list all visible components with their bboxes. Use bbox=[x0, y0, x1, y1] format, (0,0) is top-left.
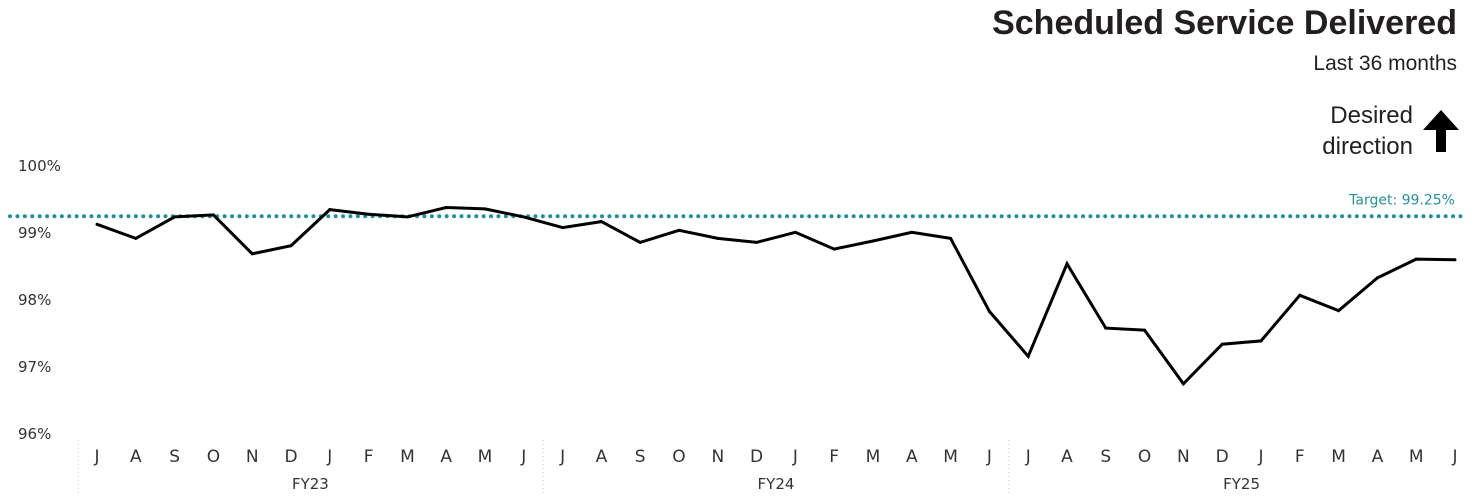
x-tick-label: D bbox=[1216, 447, 1229, 467]
y-axis-ticks: 100% 99% 98% 97% 96% bbox=[18, 157, 61, 443]
x-tick-label: D bbox=[284, 447, 297, 467]
x-tick-label: S bbox=[635, 447, 646, 467]
data-point bbox=[871, 239, 875, 243]
x-tick-label: A bbox=[130, 447, 142, 467]
data-point bbox=[599, 220, 603, 224]
x-tick-label: A bbox=[596, 447, 608, 467]
x-tick-label: O bbox=[672, 447, 685, 467]
x-tick-label: J bbox=[559, 447, 565, 467]
data-point bbox=[1065, 262, 1069, 266]
fiscal-year-label: FY25 bbox=[1223, 475, 1260, 493]
data-point bbox=[832, 247, 836, 251]
data-point bbox=[211, 213, 215, 217]
data-point bbox=[638, 240, 642, 244]
x-tick-label: J bbox=[986, 447, 992, 467]
data-point bbox=[561, 226, 565, 230]
x-tick-label: O bbox=[207, 447, 220, 467]
fiscal-year-label: FY23 bbox=[292, 475, 329, 493]
x-tick-label: S bbox=[1100, 447, 1111, 467]
data-point bbox=[405, 215, 409, 219]
x-tick-label: A bbox=[1061, 447, 1073, 467]
x-tick-label: M bbox=[866, 447, 881, 467]
x-tick-label: F bbox=[1295, 447, 1305, 467]
x-tick-label: F bbox=[829, 447, 839, 467]
x-tick-label: N bbox=[711, 447, 724, 467]
data-point bbox=[1259, 339, 1263, 343]
data-point bbox=[444, 206, 448, 210]
data-point bbox=[1375, 276, 1379, 280]
data-point bbox=[1298, 293, 1302, 297]
x-tick-label: O bbox=[1138, 447, 1151, 467]
x-tick-label: J bbox=[520, 447, 526, 467]
data-point bbox=[987, 309, 991, 313]
x-tick-label: M bbox=[1331, 447, 1346, 467]
series-line bbox=[96, 205, 1456, 387]
data-point bbox=[522, 215, 526, 219]
data-point bbox=[328, 208, 332, 212]
x-tick-label: J bbox=[326, 447, 332, 467]
data-point bbox=[1143, 328, 1147, 332]
data-point bbox=[367, 212, 371, 216]
x-tick-label: J bbox=[1025, 447, 1031, 467]
data-point bbox=[1220, 342, 1224, 346]
x-tick-label: F bbox=[364, 447, 374, 467]
data-point bbox=[755, 240, 759, 244]
x-tick-label: J bbox=[792, 447, 798, 467]
data-point bbox=[1026, 354, 1030, 358]
data-point bbox=[1337, 309, 1341, 313]
x-tick-label: S bbox=[169, 447, 180, 467]
target-label: Target: 99.25% bbox=[1348, 192, 1455, 208]
x-tick-label: A bbox=[440, 447, 452, 467]
x-tick-label: D bbox=[750, 447, 763, 467]
chart-title: Scheduled Service Delivered bbox=[992, 4, 1457, 42]
y-tick-label: 96% bbox=[18, 425, 51, 443]
x-tick-label: N bbox=[246, 447, 259, 467]
x-tick-label: N bbox=[1177, 447, 1190, 467]
arrow-up-icon bbox=[1423, 110, 1459, 152]
data-point bbox=[677, 228, 681, 232]
data-point bbox=[949, 236, 953, 240]
y-tick-label: 97% bbox=[18, 358, 51, 376]
x-tick-label: M bbox=[478, 447, 493, 467]
x-tick-label: A bbox=[1372, 447, 1384, 467]
data-point bbox=[289, 244, 293, 248]
data-point bbox=[95, 222, 99, 226]
x-tick-label: M bbox=[400, 447, 415, 467]
desired-direction-label: Desired direction bbox=[1253, 100, 1413, 162]
x-axis-fiscal-year-labels: FY23 FY24 FY25 bbox=[292, 475, 1260, 493]
data-point bbox=[1414, 257, 1418, 261]
x-tick-label: J bbox=[93, 447, 99, 467]
fiscal-year-separators bbox=[77, 440, 1010, 496]
data-point bbox=[1453, 258, 1457, 262]
chart-subtitle: Last 36 months bbox=[1313, 52, 1457, 75]
y-tick-label: 100% bbox=[18, 157, 61, 175]
data-point bbox=[483, 207, 487, 211]
data-point bbox=[910, 230, 914, 234]
desired-direction-line2: direction bbox=[1322, 133, 1413, 160]
fiscal-year-label: FY24 bbox=[758, 475, 795, 493]
data-point bbox=[250, 252, 254, 256]
data-point bbox=[1104, 326, 1108, 330]
x-tick-label: J bbox=[1257, 447, 1263, 467]
y-tick-label: 99% bbox=[18, 224, 51, 242]
y-tick-label: 98% bbox=[18, 291, 51, 309]
data-point bbox=[173, 215, 177, 219]
desired-direction-line1: Desired bbox=[1330, 102, 1413, 129]
data-point bbox=[134, 236, 138, 240]
data-points bbox=[95, 206, 1457, 386]
data-point bbox=[1181, 382, 1185, 386]
x-tick-label: J bbox=[1451, 447, 1457, 467]
x-tick-label: M bbox=[943, 447, 958, 467]
x-tick-label: A bbox=[906, 447, 918, 467]
data-point bbox=[793, 230, 797, 234]
data-point bbox=[716, 236, 720, 240]
x-tick-label: M bbox=[1409, 447, 1424, 467]
